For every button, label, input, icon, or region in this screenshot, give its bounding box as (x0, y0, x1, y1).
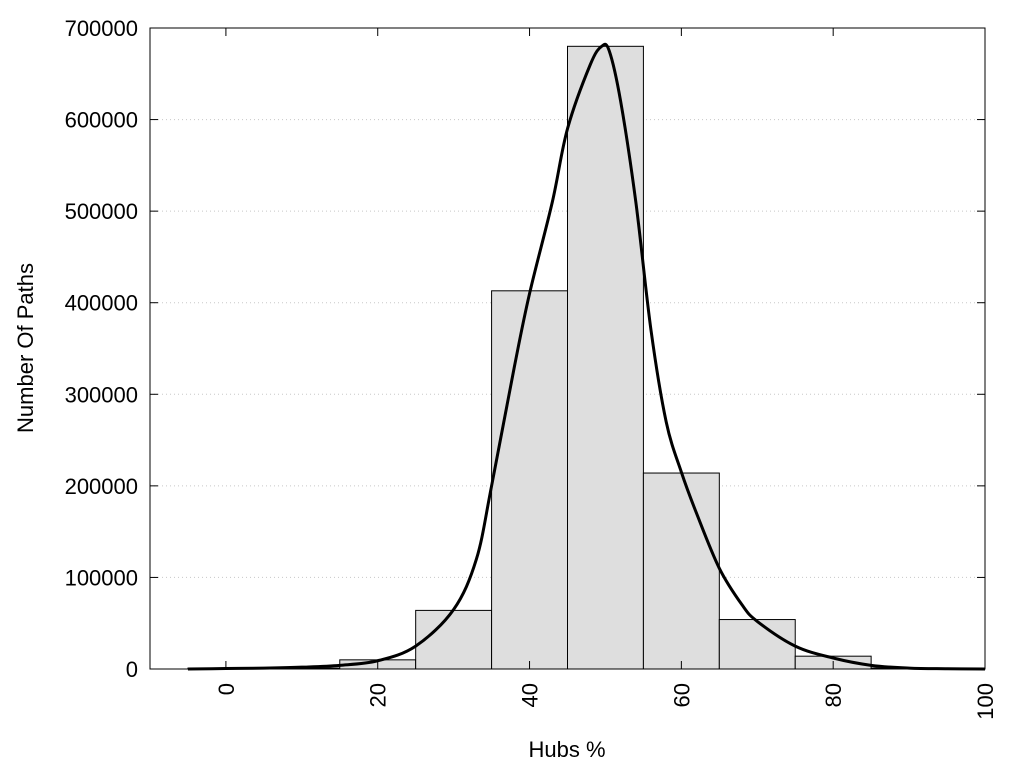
x-tick-label: 0 (214, 683, 239, 695)
y-axis-title: Number Of Paths (13, 263, 38, 433)
y-tick-label: 0 (126, 657, 138, 682)
y-tick-label: 700000 (65, 16, 138, 41)
fit-curve (187, 42, 986, 671)
y-tick-label: 300000 (65, 382, 138, 407)
plot-frame (149, 27, 986, 670)
x-tick-label: 80 (821, 683, 846, 707)
bar (491, 290, 568, 670)
y-tick-label: 400000 (65, 291, 138, 316)
y-tick-label: 200000 (65, 474, 138, 499)
x-tick-label: 40 (518, 683, 543, 707)
bar (642, 472, 720, 670)
x-tick-label: 20 (366, 683, 391, 707)
bars (187, 45, 948, 670)
bar (567, 45, 644, 670)
y-tick-label: 500000 (65, 199, 138, 224)
x-axis-title: Hubs % (528, 737, 605, 762)
bar (415, 609, 493, 670)
fit-curve-layer (187, 42, 986, 671)
x-tick-label: 100 (973, 683, 998, 720)
x-axis: 0 20 40 60 80 100 (214, 28, 998, 720)
y-tick-label: 100000 (65, 565, 138, 590)
x-tick-label: 60 (669, 683, 694, 707)
y-tick-label: 600000 (65, 108, 138, 133)
y-axis: 0 100000 200000 300000 400000 500000 600000 700… (65, 16, 985, 682)
bar (718, 619, 796, 670)
